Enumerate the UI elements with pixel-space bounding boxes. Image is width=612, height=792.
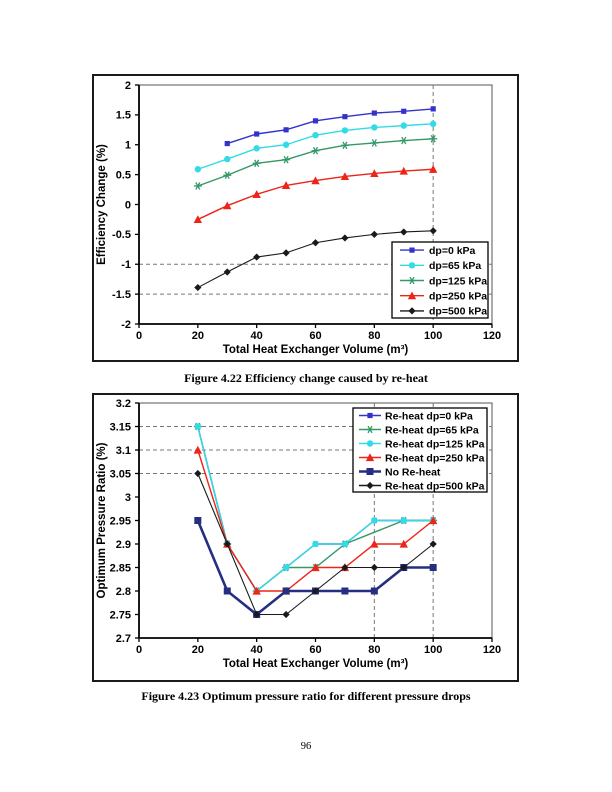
svg-text:2: 2 [125, 80, 131, 92]
svg-text:Re-heat dp=0 kPa: Re-heat dp=0 kPa [385, 410, 473, 422]
efficiency-change-chart: 0 20 40 60 80 100 120 2 1.5 1 0.5 0 -0.5 -1 -1.5 -2 Tota… [92, 74, 519, 362]
svg-text:-1: -1 [121, 259, 131, 271]
svg-text:100: 100 [424, 330, 442, 342]
svg-text:1: 1 [125, 140, 131, 152]
svg-text:Re-heat dp=250 kPa: Re-heat dp=250 kPa [385, 452, 485, 464]
optimum-pressure-ratio-chart: 0 20 40 60 80 100 120 3.2 3.15 3.1 3.05 3 2.95 2.9 2.8… [92, 393, 519, 682]
figure-4-23: 0 20 40 60 80 100 120 3.2 3.15 3.1 3.05 3 2.95 2.9 2.8… [92, 393, 519, 682]
figure-4-22-caption: Figure 4.22 Efficiency change caused by … [184, 371, 428, 385]
svg-text:60: 60 [309, 330, 321, 342]
svg-text:dp=0 kPa: dp=0 kPa [429, 245, 476, 257]
svg-text:80: 80 [368, 330, 380, 342]
svg-text:40: 40 [251, 330, 263, 342]
svg-text:3.2: 3.2 [116, 398, 131, 410]
svg-text:2.7: 2.7 [116, 633, 131, 645]
svg-text:2.85: 2.85 [110, 562, 131, 574]
svg-text:dp=125 kPa: dp=125 kPa [429, 275, 487, 287]
svg-text:3.05: 3.05 [110, 468, 131, 480]
svg-text:0: 0 [136, 644, 142, 656]
svg-text:2.8: 2.8 [116, 586, 131, 598]
svg-text:Optimum Pressure Ratio (%): Optimum Pressure Ratio (%) [96, 442, 108, 598]
figure-4-23-caption: Figure 4.23 Optimum pressure ratio for d… [141, 689, 471, 703]
svg-text:1.5: 1.5 [116, 110, 131, 122]
svg-text:3.15: 3.15 [110, 421, 131, 433]
svg-text:0: 0 [136, 330, 142, 342]
svg-text:-0.5: -0.5 [112, 229, 131, 241]
svg-text:dp=250 kPa: dp=250 kPa [429, 291, 487, 303]
svg-text:3.1: 3.1 [116, 445, 131, 457]
svg-text:120: 120 [483, 644, 501, 656]
svg-text:2.75: 2.75 [110, 609, 131, 621]
svg-text:dp=500 kPa: dp=500 kPa [429, 306, 487, 318]
svg-text:Re-heat dp=125 kPa: Re-heat dp=125 kPa [385, 438, 485, 450]
svg-text:120: 120 [483, 330, 501, 342]
svg-text:Efficiency Change (%): Efficiency Change (%) [96, 144, 108, 265]
svg-text:Total Heat Exchanger Volume (m: Total Heat Exchanger Volume (m³) [223, 658, 409, 670]
svg-text:0.5: 0.5 [116, 169, 131, 181]
svg-text:No Re-heat: No Re-heat [385, 466, 441, 478]
svg-text:40: 40 [251, 644, 263, 656]
svg-text:2.9: 2.9 [116, 539, 131, 551]
svg-text:20: 20 [192, 330, 204, 342]
svg-text:-2: -2 [121, 319, 131, 331]
svg-text:Total Heat Exchanger Volume (m: Total Heat Exchanger Volume (m³) [223, 344, 409, 356]
svg-text:100: 100 [424, 644, 442, 656]
svg-text:2.95: 2.95 [110, 515, 131, 527]
svg-text:Re-heat dp=65 kPa: Re-heat dp=65 kPa [385, 424, 479, 436]
svg-text:dp=65 kPa: dp=65 kPa [429, 260, 481, 272]
svg-text:3: 3 [125, 492, 131, 504]
svg-text:0: 0 [125, 199, 131, 211]
svg-text:80: 80 [368, 644, 380, 656]
figure-4-22: 0 20 40 60 80 100 120 2 1.5 1 0.5 0 -0.5 -1 -1.5 -2 Tota… [92, 74, 519, 362]
svg-text:60: 60 [309, 644, 321, 656]
page-number: 96 [300, 741, 312, 752]
svg-text:-1.5: -1.5 [112, 289, 131, 301]
svg-text:20: 20 [192, 644, 204, 656]
svg-text:Re-heat dp=500 kPa: Re-heat dp=500 kPa [385, 480, 485, 492]
